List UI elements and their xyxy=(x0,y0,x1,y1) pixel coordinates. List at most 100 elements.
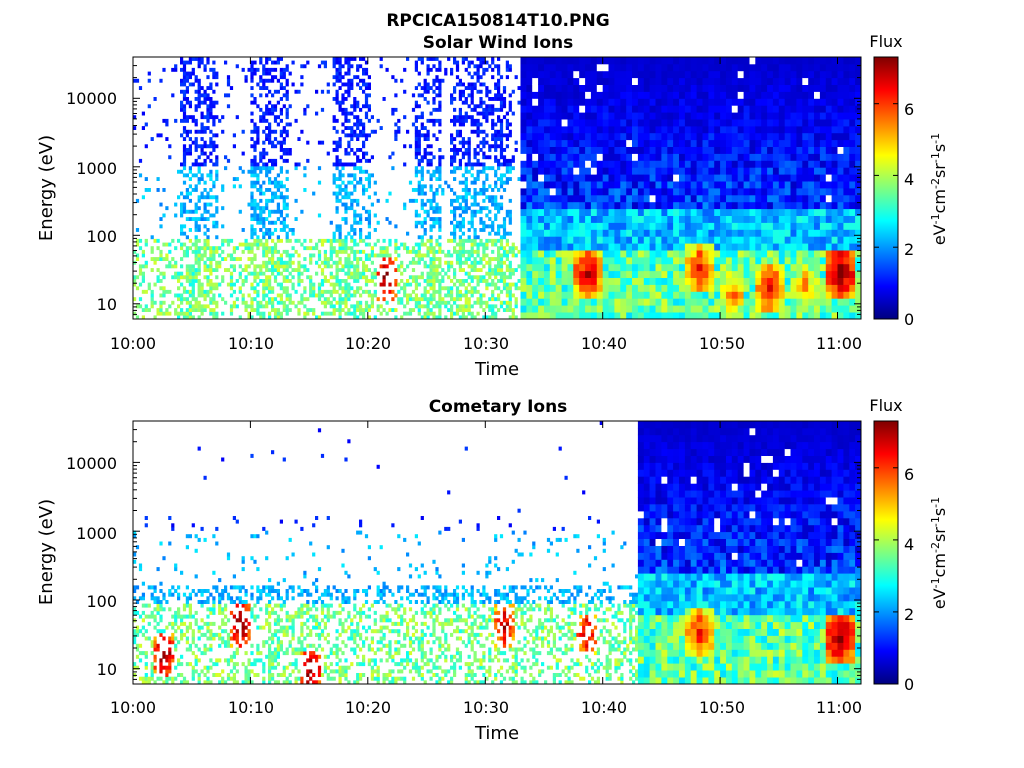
heatmap-cell xyxy=(508,220,512,225)
heatmap-cell xyxy=(731,270,739,278)
heatmap-cell xyxy=(561,215,568,223)
heatmap-cell xyxy=(200,60,204,65)
heatmap-cell xyxy=(291,60,295,65)
heatmap-cell xyxy=(265,126,269,130)
heatmap-cell xyxy=(438,206,442,211)
heatmap-cell xyxy=(338,231,342,236)
heatmap-cell xyxy=(497,206,501,211)
heatmap-cell xyxy=(212,118,216,123)
heatmap-cell xyxy=(726,229,733,237)
heatmap-cell xyxy=(464,180,468,185)
heatmap-cell xyxy=(511,155,515,160)
heatmap-cell xyxy=(414,133,418,138)
heatmap-cell xyxy=(761,119,768,127)
heatmap-cell xyxy=(279,148,283,152)
heatmap-cell xyxy=(479,104,483,109)
heatmap-cell xyxy=(209,188,213,192)
heatmap-cell xyxy=(767,132,774,141)
heatmap-cell xyxy=(197,289,201,294)
heatmap-cell xyxy=(353,100,357,105)
heatmap-cell xyxy=(620,229,627,237)
heatmap-cell xyxy=(482,198,486,203)
heatmap-cell xyxy=(388,253,392,258)
heatmap-cell xyxy=(294,217,298,221)
heatmap-cell xyxy=(573,243,580,251)
heatmap-cell xyxy=(188,75,192,80)
heatmap-cell xyxy=(362,308,366,312)
heatmap-cell xyxy=(259,93,263,98)
heatmap-cell xyxy=(573,194,580,203)
heatmap-cell xyxy=(344,209,348,214)
heatmap-cell xyxy=(244,304,248,309)
heatmap-cell xyxy=(356,67,360,72)
heatmap-cell xyxy=(784,270,791,278)
heatmap-cell xyxy=(185,195,189,200)
heatmap-cell xyxy=(194,75,198,80)
heatmap-cell xyxy=(144,177,148,181)
heatmap-cell xyxy=(673,305,680,313)
heatmap-cell xyxy=(268,311,272,316)
heatmap-cell xyxy=(353,213,357,218)
heatmap-cell xyxy=(708,229,715,237)
heatmap-cell xyxy=(411,289,416,294)
heatmap-cell xyxy=(268,166,272,171)
heatmap-cell xyxy=(426,71,430,76)
heatmap-cell xyxy=(743,160,750,168)
heatmap-cell xyxy=(684,77,692,85)
heatmap-cell xyxy=(549,188,557,196)
heatmap-cell xyxy=(453,86,457,90)
heatmap-cell xyxy=(491,279,495,283)
heatmap-cell xyxy=(479,162,483,167)
heatmap-cell xyxy=(279,118,283,123)
heatmap-cell xyxy=(579,105,586,113)
heatmap-cell xyxy=(429,297,433,302)
heatmap-cell xyxy=(497,268,501,272)
heatmap-cell xyxy=(455,220,460,225)
heatmap-cell xyxy=(596,160,604,168)
heatmap-cell xyxy=(262,297,266,302)
heatmap-cell xyxy=(761,208,768,216)
heatmap-cell xyxy=(174,308,178,312)
heatmap-cell xyxy=(256,311,260,316)
heatmap-cell xyxy=(453,311,457,316)
heatmap-cell xyxy=(432,282,436,287)
heatmap-cell xyxy=(455,64,460,69)
heatmap-cell xyxy=(203,253,207,258)
heatmap-cell xyxy=(394,224,398,229)
heatmap-cell xyxy=(679,215,686,223)
heatmap-cell xyxy=(482,220,486,225)
heatmap-cell xyxy=(259,86,263,90)
heatmap-cell xyxy=(191,268,195,272)
heatmap-cell xyxy=(482,300,486,305)
heatmap-cell xyxy=(429,286,433,291)
heatmap-cell xyxy=(470,224,474,229)
heatmap-cell xyxy=(655,284,662,292)
heatmap-cell xyxy=(620,125,627,134)
heatmap-cell xyxy=(350,224,354,229)
heatmap-cell xyxy=(684,188,692,196)
heatmap-cell xyxy=(637,105,645,113)
heatmap-cell xyxy=(561,270,568,278)
heatmap-cell xyxy=(250,300,254,305)
heatmap-cell xyxy=(497,115,501,120)
heatmap-cell xyxy=(171,238,175,243)
heatmap-cell xyxy=(749,167,756,175)
heatmap-cell xyxy=(555,160,562,168)
heatmap-cell xyxy=(291,300,295,305)
heatmap-cell xyxy=(200,311,204,316)
heatmap-cell xyxy=(332,64,336,69)
heatmap-cell xyxy=(338,173,342,178)
heatmap-cell xyxy=(426,279,430,283)
heatmap-cell xyxy=(555,84,562,92)
heatmap-cell xyxy=(567,312,574,320)
heatmap-cell xyxy=(702,153,709,161)
heatmap-cell xyxy=(497,71,501,76)
heatmap-cell xyxy=(743,291,750,299)
heatmap-cell xyxy=(379,64,383,69)
heatmap-cell xyxy=(180,311,184,316)
heatmap-cell xyxy=(784,201,791,210)
heatmap-cell xyxy=(499,177,504,181)
heatmap-cell xyxy=(408,249,413,254)
heatmap-cell xyxy=(514,246,518,251)
heatmap-cell xyxy=(353,293,357,298)
